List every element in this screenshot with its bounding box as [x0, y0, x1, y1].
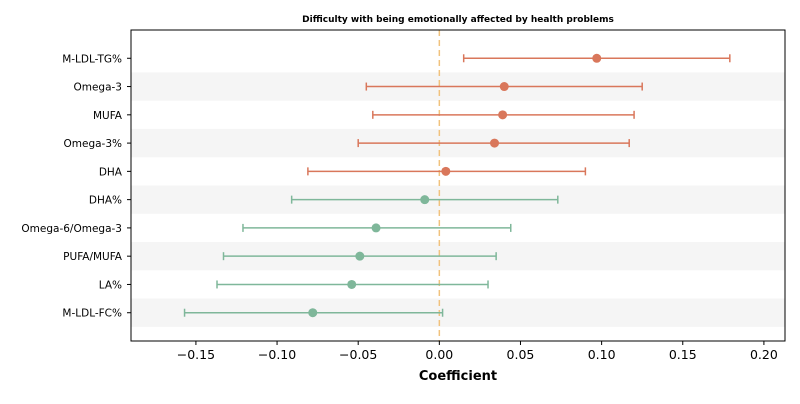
- x-tick-label: 0.00: [425, 347, 453, 362]
- estimate-row: [372, 110, 635, 120]
- chart-title: Difficulty with being emotionally affect…: [302, 15, 614, 25]
- plot-area-frame: [130, 29, 786, 342]
- x-tick-label: 0.05: [507, 347, 535, 362]
- estimate-point: [592, 53, 602, 63]
- estimate-point: [498, 110, 508, 120]
- estimate-point: [371, 223, 381, 233]
- estimate-row: [216, 279, 489, 289]
- y-tick-label: Omega-3%: [64, 138, 123, 150]
- estimate-row: [222, 251, 497, 261]
- estimate-point: [308, 308, 318, 318]
- y-tick-label: DHA: [99, 166, 123, 178]
- estimate-point: [420, 195, 430, 205]
- y-tick-label: MUFA: [93, 110, 123, 122]
- y-tick-label: LA%: [99, 279, 122, 291]
- y-tick-label: M-LDL-FC%: [62, 308, 122, 320]
- x-tick-label: 0.20: [750, 347, 778, 362]
- x-tick-label: −0.05: [339, 347, 377, 362]
- x-tick-label: −0.15: [177, 347, 215, 362]
- x-tick-label: 0.15: [669, 347, 697, 362]
- y-tick-label: DHA%: [89, 195, 122, 207]
- estimate-row: [462, 53, 731, 63]
- x-axis-label: Coefficient: [419, 369, 497, 384]
- y-tick-label: Omega-3: [73, 82, 122, 94]
- x-tick-label: −0.10: [258, 347, 296, 362]
- estimate-point: [499, 82, 509, 92]
- estimate-row: [365, 82, 643, 92]
- estimate-point: [490, 138, 500, 148]
- estimate-row: [357, 138, 630, 148]
- estimate-row: [183, 308, 444, 318]
- estimate-row: [307, 166, 587, 176]
- estimate-row: [290, 195, 559, 205]
- y-tick-label: Omega-6/Omega-3: [21, 223, 122, 235]
- estimate-point: [441, 166, 451, 176]
- x-axis: −0.15 −0.10 −0.05 0.00 0.05 0.10 0.15 0.20: [177, 341, 778, 362]
- estimate-row: [242, 223, 512, 233]
- y-tick-label: M-LDL-TG%: [62, 53, 122, 65]
- estimate-point: [355, 251, 365, 261]
- estimate-point: [347, 279, 357, 289]
- y-axis: M-LDL-TG% Omega-3 MUFA Omega-3% DHA DHA% Omega…: [21, 53, 131, 320]
- estimates-layer: [183, 53, 731, 318]
- y-tick-label: PUFA/MUFA: [63, 251, 123, 263]
- x-tick-label: 0.10: [588, 347, 616, 362]
